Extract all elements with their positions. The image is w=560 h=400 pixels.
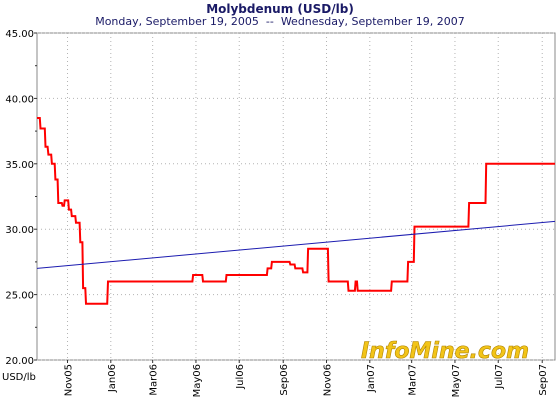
y-tick-label: 45.00 <box>5 29 34 40</box>
x-tick-label: Nov06 <box>323 364 334 396</box>
plot-area <box>36 32 556 361</box>
chart-subtitle: Monday, September 19, 2005 -- Wednesday,… <box>95 15 465 28</box>
x-tick-label: Jan07 <box>366 364 377 393</box>
x-tick-label: Mar06 <box>149 364 160 396</box>
x-tick-label: Mar07 <box>408 364 419 396</box>
x-tick-label: Sep06 <box>279 364 290 396</box>
x-tick-label: Jul07 <box>494 364 505 390</box>
price-series-line <box>37 117 555 305</box>
series-layer <box>36 117 556 305</box>
grid-lines <box>37 32 555 361</box>
y-tick-label: 25.00 <box>5 291 34 302</box>
x-tick-label: May06 <box>192 364 203 397</box>
x-axis-ticks: Nov05 Jan06 Mar06 May06 Jul06 Sep06 Nov06 Jan07… <box>64 360 549 397</box>
infomine-logo: InfoMine.com <box>361 339 530 365</box>
x-tick-label: May07 <box>451 364 462 397</box>
y-axis-unit-label: USD/lb <box>2 372 36 383</box>
trend-line <box>36 220 556 269</box>
x-tick-label: Nov05 <box>64 364 75 396</box>
y-axis-ticks: 45.00 40.00 35.00 30.00 25.00 20.00 <box>5 29 37 367</box>
y-tick-label: 20.00 <box>5 356 34 367</box>
x-tick-label: Sep07 <box>538 364 549 396</box>
watermark-text: InfoMine.com <box>361 339 529 364</box>
y-tick-label: 30.00 <box>5 225 34 236</box>
x-tick-label: Jan06 <box>107 364 118 393</box>
y-tick-label: 35.00 <box>5 160 34 171</box>
chart-title: Molybdenum (USD/lb) <box>206 2 354 16</box>
y-tick-label: 40.00 <box>5 94 34 105</box>
x-tick-label: Jul06 <box>235 364 246 390</box>
